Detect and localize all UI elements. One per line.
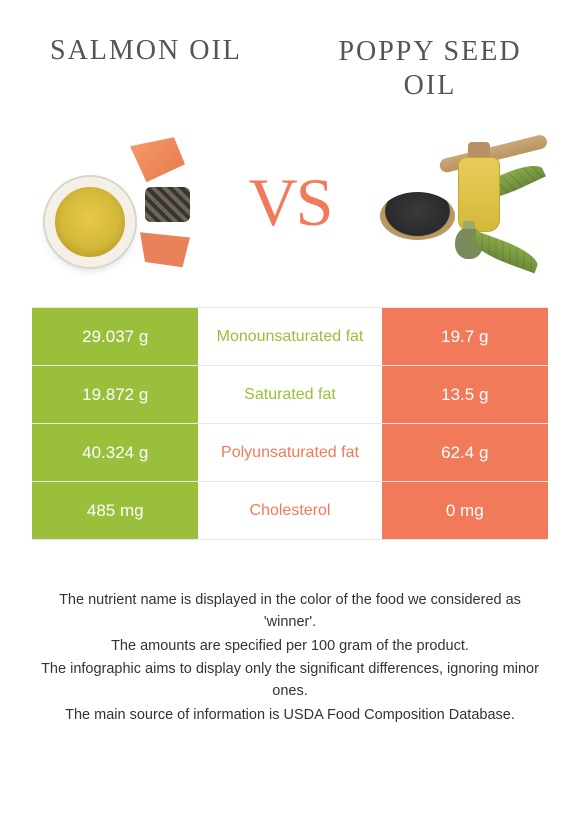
hero-row: VS <box>0 117 580 307</box>
right-value: 19.7 g <box>382 308 548 365</box>
header: SALMON OIL POPPY SEED OIL <box>0 0 580 117</box>
nutrient-label: Polyunsaturated fat <box>198 424 381 481</box>
nutrient-label: Saturated fat <box>198 366 381 423</box>
footnotes: The nutrient name is displayed in the co… <box>0 540 580 727</box>
nutrient-label: Cholesterol <box>198 482 381 539</box>
right-value: 13.5 g <box>382 366 548 423</box>
note-line: The main source of information is USDA F… <box>40 705 540 727</box>
title-right: POPPY SEED OIL <box>320 35 540 102</box>
table-row: 19.872 g Saturated fat 13.5 g <box>32 366 548 424</box>
note-line: The infographic aims to display only the… <box>40 659 540 703</box>
vs-label: VS <box>249 163 332 242</box>
nutrient-table: 29.037 g Monounsaturated fat 19.7 g 19.8… <box>32 307 548 540</box>
salmon-oil-illustration <box>35 132 205 272</box>
title-left: SALMON OIL <box>40 35 260 102</box>
table-row: 485 mg Cholesterol 0 mg <box>32 482 548 540</box>
table-row: 40.324 g Polyunsaturated fat 62.4 g <box>32 424 548 482</box>
nutrient-label: Monounsaturated fat <box>198 308 381 365</box>
note-line: The nutrient name is displayed in the co… <box>40 590 540 634</box>
left-value: 485 mg <box>32 482 198 539</box>
table-row: 29.037 g Monounsaturated fat 19.7 g <box>32 308 548 366</box>
right-value: 0 mg <box>382 482 548 539</box>
left-value: 29.037 g <box>32 308 198 365</box>
poppy-seed-oil-illustration <box>375 132 545 272</box>
left-value: 40.324 g <box>32 424 198 481</box>
note-line: The amounts are specified per 100 gram o… <box>40 636 540 658</box>
right-value: 62.4 g <box>382 424 548 481</box>
left-value: 19.872 g <box>32 366 198 423</box>
